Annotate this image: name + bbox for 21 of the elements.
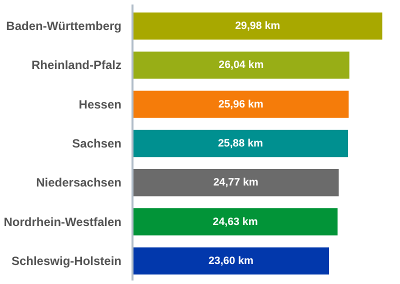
data-label: 29,98 km bbox=[235, 20, 280, 32]
bar bbox=[132, 246, 330, 276]
y-tick-label: Niedersachsen bbox=[36, 176, 122, 190]
data-label: 25,88 km bbox=[218, 137, 264, 150]
data-label: 25,96 km bbox=[218, 98, 264, 110]
data-label: 23,60 km bbox=[208, 254, 254, 267]
bar bbox=[132, 207, 339, 236]
bar bbox=[132, 50, 350, 80]
data-label: 26,04 km bbox=[218, 59, 264, 72]
bar bbox=[132, 11, 384, 41]
y-tick-label: Baden-Württemberg bbox=[6, 19, 122, 34]
bar bbox=[132, 90, 350, 119]
y-tick-label: Sachsen bbox=[72, 136, 122, 150]
bar bbox=[132, 128, 350, 158]
data-label: 24,63 km bbox=[212, 216, 258, 228]
y-tick-label: Schleswig-Holstein bbox=[11, 254, 122, 268]
y-tick-label: Nordrhein-Westfalen bbox=[4, 214, 122, 229]
y-tick-label: Rheinland-Pfalz bbox=[31, 58, 122, 72]
data-label: 24,77 km bbox=[213, 176, 258, 189]
y-tick-label: Hessen bbox=[78, 97, 122, 112]
bar bbox=[132, 168, 340, 198]
